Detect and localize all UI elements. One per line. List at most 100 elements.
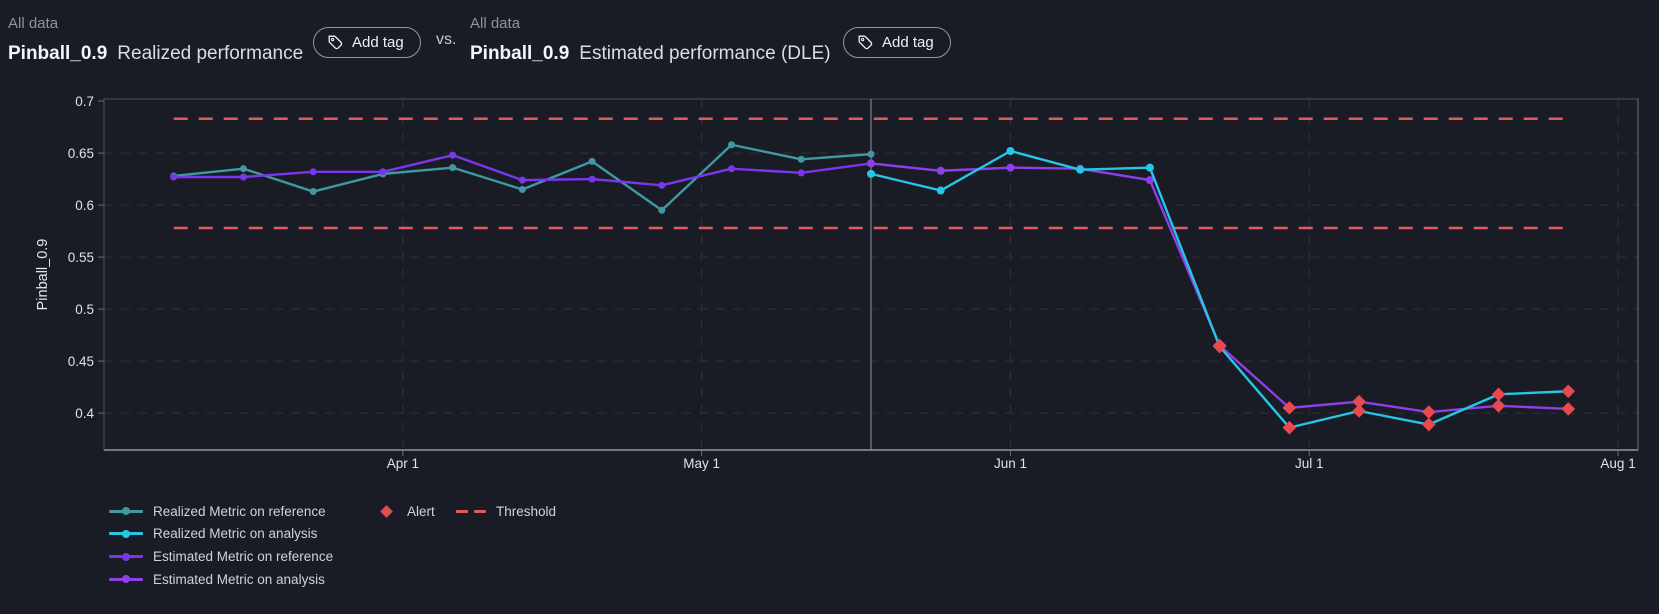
data-point — [728, 141, 736, 149]
right-dataset-label: All data — [470, 15, 521, 32]
legend-swatch-dot — [122, 507, 130, 515]
left-metric-header: All data Pinball_0.9 Realized performance — [8, 14, 303, 65]
data-point — [518, 176, 526, 184]
alert-diamond — [1282, 420, 1297, 435]
legend-item-realized_analysis[interactable]: Realized Metric on analysis — [109, 523, 317, 545]
legend-swatch-realized_analysis — [109, 529, 143, 538]
alert-diamond — [1491, 399, 1506, 413]
data-point — [1006, 147, 1015, 155]
alert-diamond-icon — [380, 504, 393, 518]
legend-item-label: Threshold — [496, 503, 557, 519]
right-metric-header: All data Pinball_0.9 Estimated performanc… — [470, 14, 831, 65]
legend-item-label: Realized Metric on reference — [153, 503, 326, 519]
data-point — [867, 169, 875, 178]
data-point — [867, 150, 875, 158]
legend-item-label: Estimated Metric on analysis — [153, 571, 325, 587]
y-tick-label: 0.45 — [68, 354, 94, 369]
legend-item-estimated_analysis[interactable]: Estimated Metric on analysis — [109, 568, 325, 590]
data-point — [728, 165, 736, 173]
series-line-realized_analysis — [870, 149, 1569, 429]
y-axis-title: Pinball_0.9 — [35, 239, 51, 311]
data-point — [658, 181, 666, 189]
series-estimated_reference — [170, 151, 875, 189]
legend-swatch-estimated_reference — [109, 552, 143, 561]
right-metric-name: Pinball_0.9 — [470, 43, 570, 64]
data-point — [936, 166, 945, 175]
add-tag-label: Add tag — [352, 34, 404, 51]
left-metric-title: Pinball_0.9 Realized performance — [8, 43, 303, 65]
alert-diamond — [1352, 394, 1366, 409]
data-point — [1076, 165, 1085, 174]
legend-item-estimated_reference[interactable]: Estimated Metric on reference — [109, 546, 333, 568]
series-realized_analysis — [867, 147, 1573, 432]
y-axis: 0.7 0.65 0.6 0.55 0.5 0.45 0.4 — [68, 94, 104, 421]
left-dataset-label: All data — [8, 15, 59, 32]
legend-swatch-estimated_analysis — [109, 575, 143, 584]
alert-diamond — [1561, 384, 1576, 399]
x-tick-label: May 1 — [683, 456, 720, 471]
legend-item-label: Estimated Metric on reference — [153, 549, 334, 565]
x-tick-label: Jul 1 — [1295, 456, 1324, 471]
left-metric-subtitle: Realized performance — [117, 43, 304, 64]
alert-diamond — [1352, 404, 1366, 418]
data-point — [797, 155, 805, 163]
vs-label: vs. — [436, 31, 457, 48]
data-point — [449, 164, 457, 172]
alert-diamond — [1282, 401, 1297, 415]
data-point — [170, 173, 178, 181]
alert-diamond — [1422, 405, 1436, 419]
alert-markers — [1212, 338, 1576, 435]
data-point — [1006, 163, 1015, 172]
y-tick-label: 0.6 — [75, 198, 94, 213]
x-axis: Apr 1 May 1 Jun 1 Jul 1 Aug 1 — [387, 450, 1636, 471]
y-tick-label: 0.7 — [75, 94, 94, 109]
alert-diamond — [1491, 387, 1506, 402]
legend-swatch-dot — [122, 552, 130, 561]
right-metric-title: Pinball_0.9 Estimated performance (DLE) — [470, 43, 831, 65]
y-tick-label: 0.4 — [75, 406, 94, 421]
data-point — [379, 168, 387, 176]
data-point — [449, 151, 457, 159]
data-point — [797, 169, 805, 177]
legend-swatch-dot — [122, 575, 130, 584]
data-point — [309, 168, 317, 176]
add-tag-button-left[interactable]: Add tag — [313, 27, 421, 58]
tag-icon — [327, 34, 344, 51]
data-point — [588, 157, 596, 165]
legend-swatch-dot — [122, 529, 130, 538]
right-metric-subtitle: Estimated performance (DLE) — [579, 43, 831, 64]
y-tick-label: 0.55 — [68, 250, 94, 265]
left-metric-name: Pinball_0.9 — [8, 43, 108, 64]
tag-icon — [857, 34, 874, 51]
data-point — [518, 185, 526, 193]
data-point — [239, 165, 247, 173]
legend-item-label: Alert — [407, 503, 435, 519]
alert-diamond — [1212, 339, 1227, 354]
data-point — [309, 188, 317, 196]
x-tick-label: Jun 1 — [994, 456, 1027, 471]
data-point — [588, 175, 596, 183]
legend-swatch-realized_reference — [109, 507, 143, 515]
add-tag-button-right[interactable]: Add tag — [843, 27, 951, 58]
threshold-dash-icon — [456, 509, 486, 513]
data-point — [867, 159, 875, 168]
data-point — [936, 186, 945, 195]
x-tick-label: Apr 1 — [387, 456, 419, 471]
data-point — [658, 206, 666, 214]
y-tick-label: 0.5 — [75, 302, 94, 317]
legend-item-alert[interactable]: Alert — [376, 500, 435, 522]
series-estimated_analysis — [867, 159, 1573, 417]
data-point — [239, 173, 247, 181]
series-line-estimated_analysis — [870, 162, 1569, 414]
data-point — [1145, 176, 1154, 185]
alert-diamond — [1422, 417, 1436, 432]
legend-item-realized_reference[interactable]: Realized Metric on reference — [109, 500, 326, 522]
data-point — [1145, 163, 1154, 172]
alert-diamond — [1561, 402, 1576, 416]
add-tag-label: Add tag — [882, 34, 934, 51]
legend-item-threshold[interactable]: Threshold — [456, 500, 556, 522]
y-tick-label: 0.65 — [68, 146, 94, 161]
legend-item-label: Realized Metric on analysis — [153, 526, 318, 542]
